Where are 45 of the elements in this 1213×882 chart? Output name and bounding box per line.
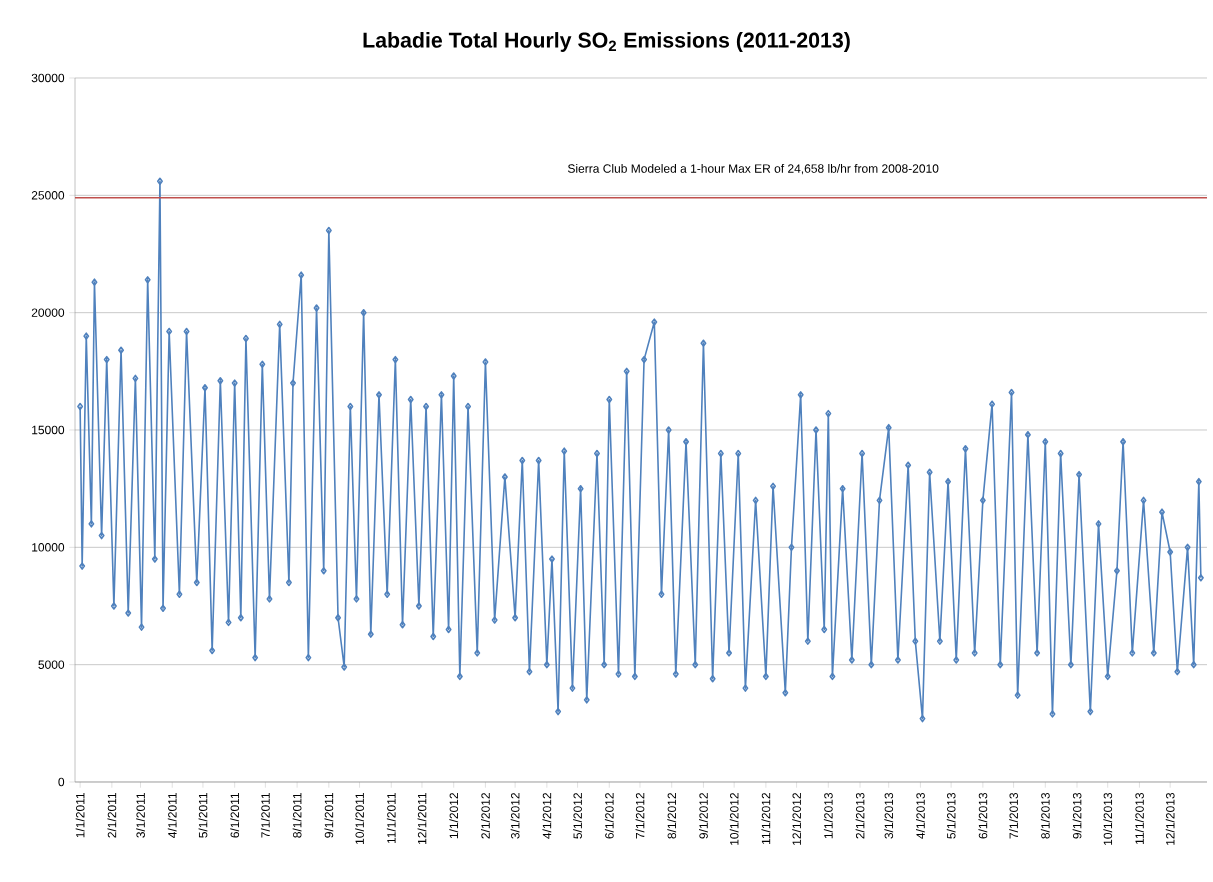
x-tick-label: 6/1/2013 <box>978 792 988 839</box>
y-tick-label: 0 <box>58 777 65 787</box>
x-tick-label: 9/1/2012 <box>699 793 708 839</box>
y-tick-label: 15000 <box>32 425 65 435</box>
x-tick-label: 9/1/2013 <box>1072 792 1082 839</box>
x-tick-label: 11/1/2012 <box>761 793 771 844</box>
x-tick-label: 6/1/2012 <box>604 793 614 839</box>
x-tick-label: 1/1/2012 <box>449 793 459 839</box>
x-tick-label: 10/1/2013 <box>1103 792 1113 845</box>
y-tick-label: 10000 <box>32 543 65 552</box>
y-tick-label: 30000 <box>31 73 65 83</box>
x-tick-label: 12/1/2011 <box>417 792 427 844</box>
x-tick-label: 6/1/2011 <box>230 792 240 838</box>
x-tick-label: 4/1/2012 <box>542 793 552 839</box>
x-tick-label: 8/1/2012 <box>667 793 677 839</box>
x-tick-label: 4/1/2011 <box>167 792 177 838</box>
x-tick-label: 10/1/2012 <box>729 793 739 845</box>
x-tick-label: 2/1/2011 <box>107 792 117 838</box>
x-tick-label: 1/1/2013 <box>823 792 833 839</box>
x-tick-label: 3/1/2013 <box>884 792 894 839</box>
x-tick-label: 4/1/2013 <box>916 792 925 839</box>
x-tick-label: 7/1/2011 <box>260 792 270 838</box>
x-tick-label: 7/1/2013 <box>1009 792 1018 839</box>
x-tick-label: 7/1/2012 <box>635 793 645 839</box>
x-tick-label: 8/1/2011 <box>292 792 302 838</box>
x-tick-label: 1/1/2011 <box>75 792 85 838</box>
x-tick-label: 5/1/2013 <box>946 792 956 839</box>
y-tick-label: 5000 <box>38 660 65 669</box>
x-tick-label: 8/1/2013 <box>1040 792 1050 839</box>
x-tick-label: 10/1/2011 <box>355 792 364 844</box>
x-tick-label: 11/1/2011 <box>386 792 396 844</box>
x-tick-label: 12/1/2012 <box>792 793 801 845</box>
x-tick-label: 3/1/2012 <box>510 793 520 839</box>
x-tick-label: 12/1/2013 <box>1165 792 1175 845</box>
y-tick-label: 20000 <box>31 308 65 317</box>
x-tick-label: 5/1/2011 <box>198 792 208 838</box>
x-tick-label: 2/1/2013 <box>855 792 865 839</box>
x-tick-label: 5/1/2012 <box>573 793 582 839</box>
x-tick-label: 9/1/2011 <box>324 792 334 838</box>
x-tick-label: 2/1/2012 <box>481 793 490 839</box>
x-tick-label: 11/1/2013 <box>1135 792 1144 844</box>
x-tick-label: 3/1/2011 <box>136 792 145 838</box>
ref-line-label: Sierra Club Modeled a 1-hour Max ER of 24,658 lb/hr from 2008-2010 <box>567 163 939 175</box>
y-tick-label: 25000 <box>31 191 65 200</box>
chart-title: Labadie Total Hourly SO$_{2}$ Emissions (2011-2013) <box>363 32 850 52</box>
